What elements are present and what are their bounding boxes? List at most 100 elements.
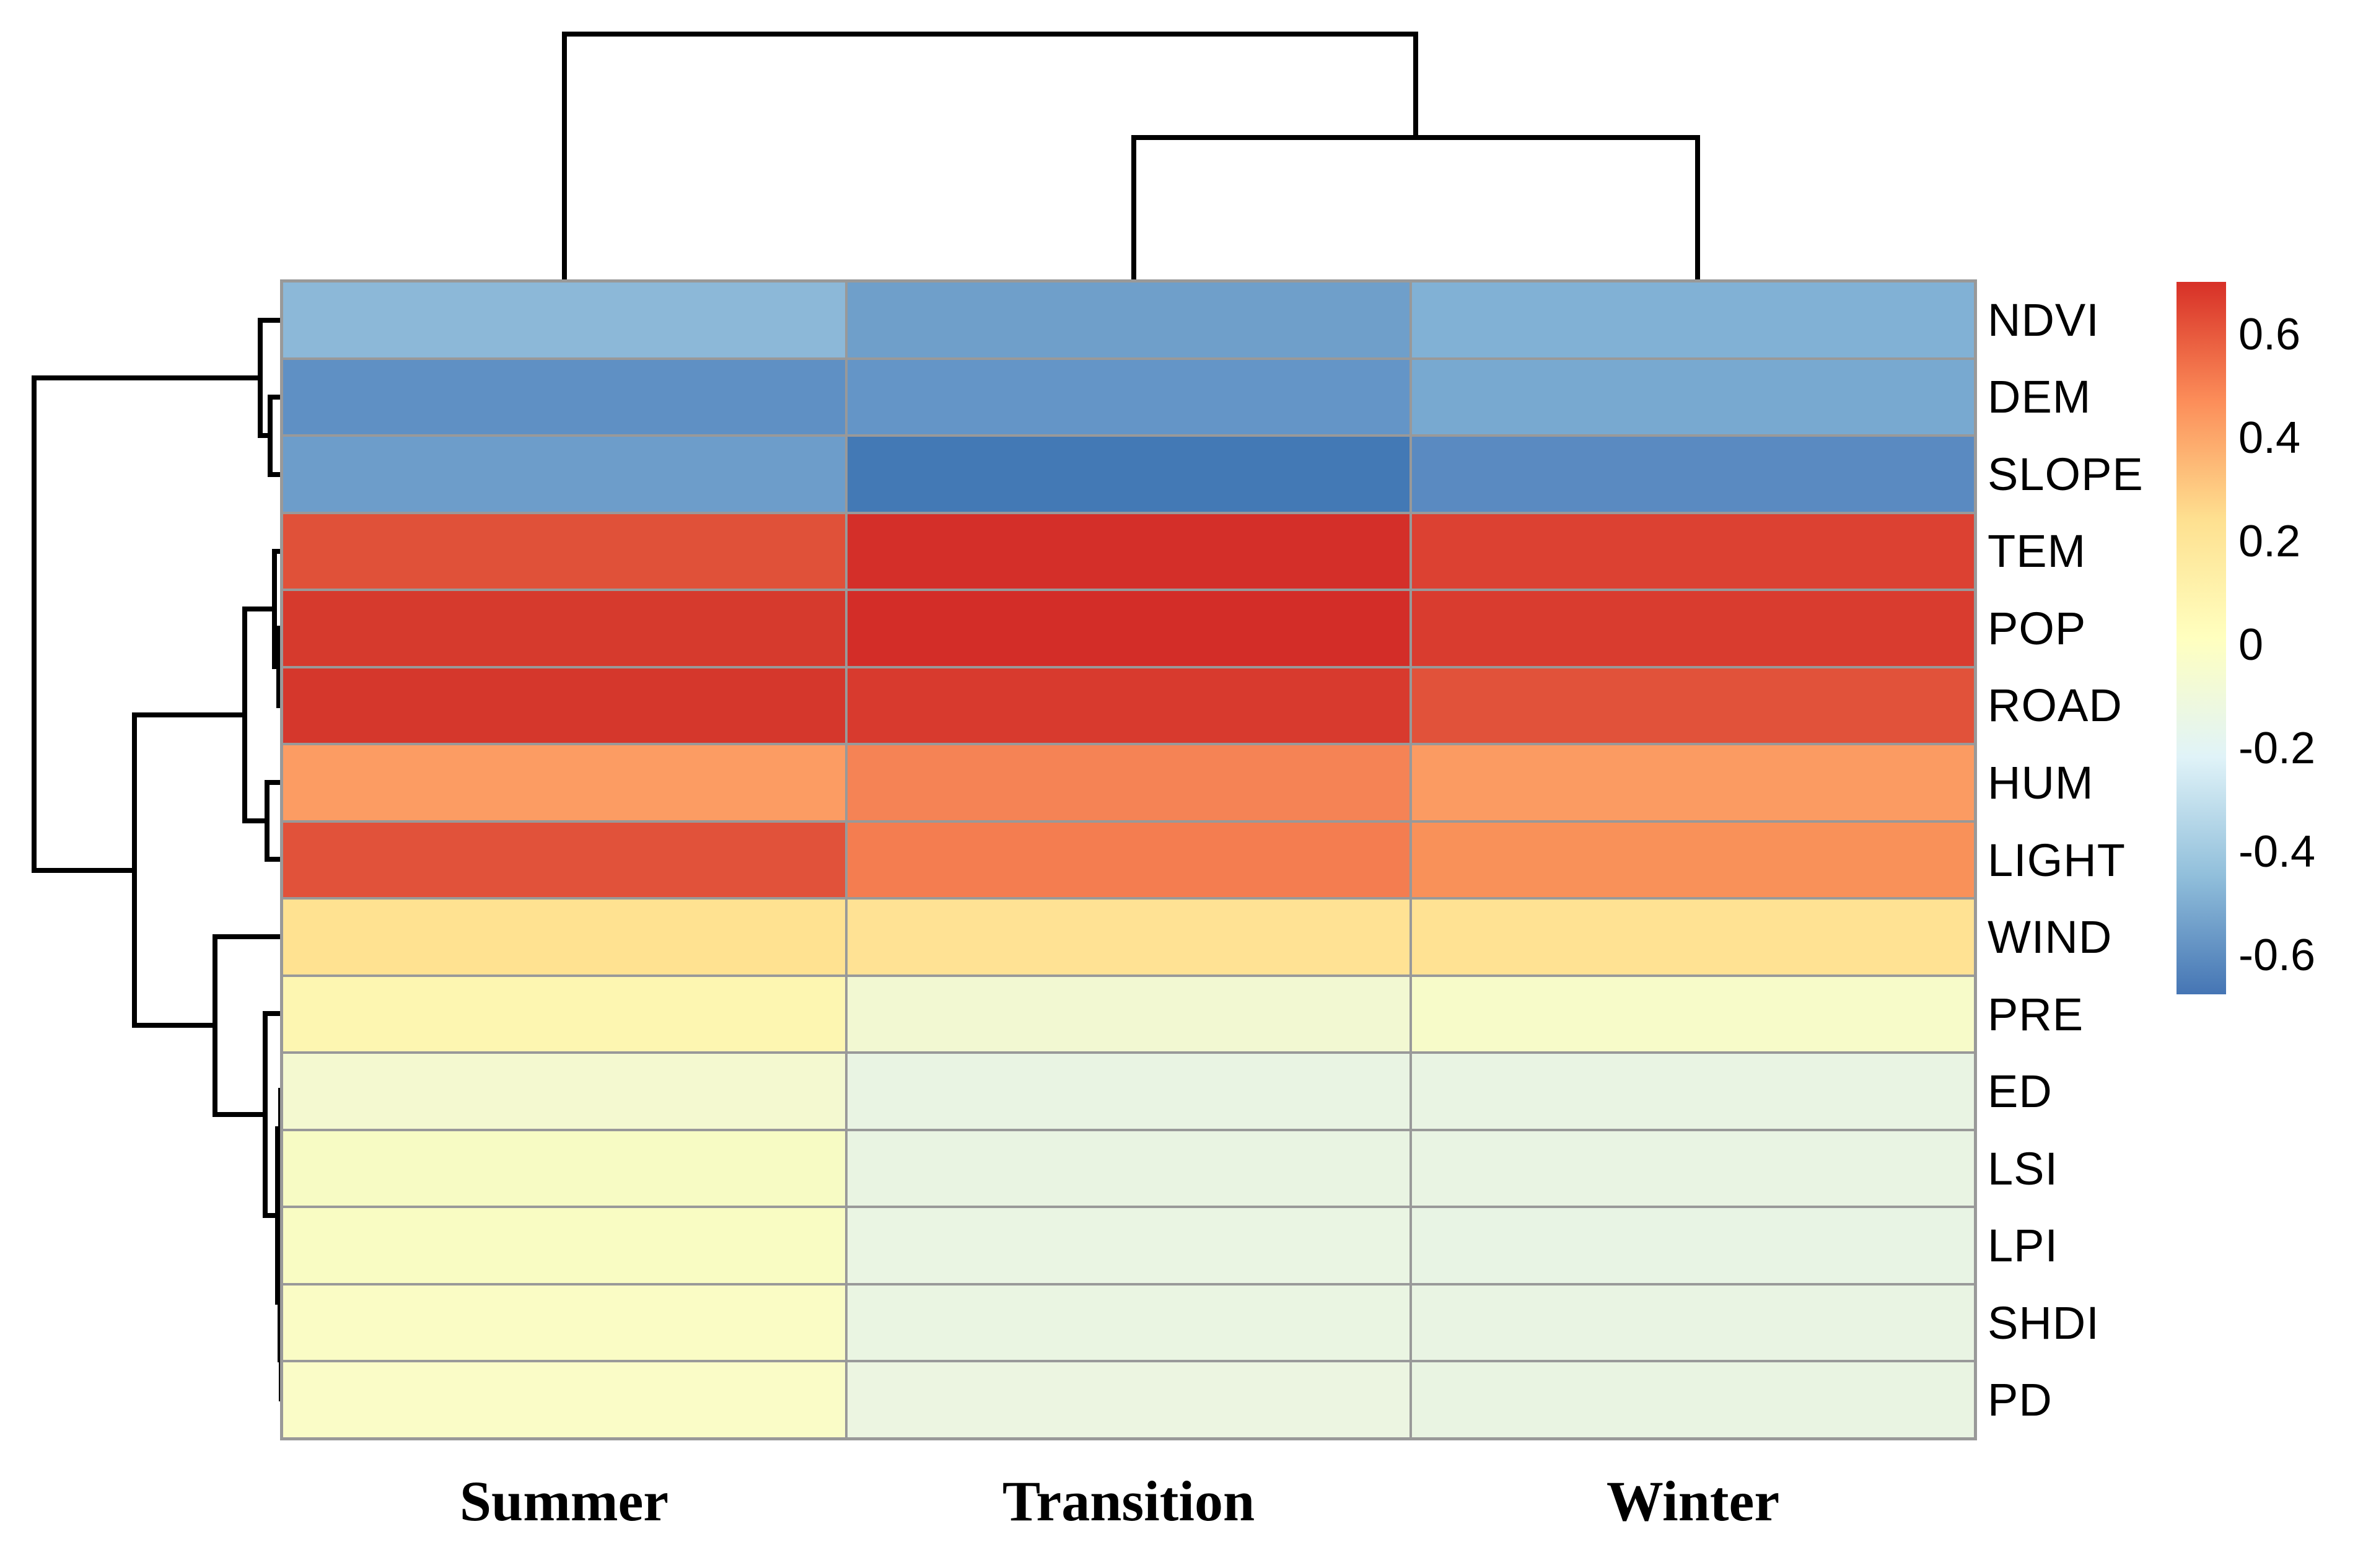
colorbar-tick-label: -0.6 (2238, 931, 2316, 980)
row-dendrogram-segment (213, 934, 217, 1117)
row-dendrogram-segment (132, 712, 137, 1028)
row-dendrogram-segment (258, 433, 273, 438)
heatmap-cell (848, 900, 1409, 975)
row-dendrogram-segment (268, 395, 273, 477)
heatmap-cell (848, 514, 1409, 589)
heatmap-cell (848, 1362, 1409, 1437)
row-dendrogram-segment (272, 549, 277, 669)
heatmap-cell (848, 745, 1409, 820)
row-dendrogram-segment (265, 857, 286, 862)
heatmap-cell (283, 591, 845, 666)
row-dendrogram-segment (258, 318, 286, 323)
row-dendrogram-segment (32, 868, 137, 873)
heatmap-cell (283, 514, 845, 589)
row-dendrogram-segment (242, 607, 247, 823)
row-dendrogram-segment (263, 1011, 286, 1016)
heatmap-cell (1412, 1131, 1974, 1206)
row-dendrogram-segment (132, 1023, 217, 1028)
column-dendrogram-segment (1695, 135, 1700, 283)
heatmap-cell (283, 668, 845, 743)
row-dendrogram-segment (268, 395, 286, 400)
heatmap-cell (848, 591, 1409, 666)
heatmap-cell (848, 976, 1409, 1052)
heatmap-cell (848, 359, 1409, 435)
colorbar-tick-label: 0 (2238, 620, 2264, 670)
column-dendrogram-segment (1413, 32, 1418, 140)
heatmap-cell (848, 668, 1409, 743)
heatmap-cell (283, 900, 845, 975)
row-label: PRE (1988, 988, 2084, 1040)
row-dendrogram-segment (263, 1213, 280, 1218)
heatmap-cell (283, 1285, 845, 1360)
heatmap-cell (1412, 283, 1974, 357)
colorbar-tick-label: 0.6 (2238, 310, 2301, 359)
heatmap-cell (283, 822, 845, 898)
colorbar-tick-label: -0.4 (2238, 827, 2316, 877)
row-dendrogram-segment (242, 818, 270, 823)
heatmap-cell (848, 1131, 1409, 1206)
heatmap-cell (848, 1208, 1409, 1283)
row-dendrogram-segment (272, 549, 286, 554)
column-dendrogram-segment (562, 32, 567, 283)
heatmap-cell (283, 1054, 845, 1129)
row-dendrogram-segment (242, 607, 277, 611)
row-label: PD (1988, 1374, 2053, 1426)
row-label: LIGHT (1988, 834, 2126, 886)
row-label: NDVI (1988, 294, 2100, 346)
heatmap-cell (1412, 822, 1974, 898)
column-label: Summer (459, 1469, 669, 1533)
heatmap-cell (1412, 591, 1974, 666)
row-dendrogram-segment (268, 472, 286, 477)
colorbar-tick-label: -0.2 (2238, 724, 2316, 773)
heatmap-cell (283, 745, 845, 820)
heatmap-cell (283, 976, 845, 1052)
column-dendrogram-segment (562, 32, 1418, 37)
row-label: WIND (1988, 911, 2113, 963)
heatmap-cell (848, 822, 1409, 898)
row-dendrogram-segment (265, 780, 286, 785)
row-label: POP (1988, 602, 2087, 654)
row-label: TEM (1988, 525, 2087, 577)
row-dendrogram-segment (132, 712, 247, 717)
heatmap-cell (1412, 745, 1974, 820)
heatmap-cell (283, 1362, 845, 1437)
row-label: HUM (1988, 756, 2094, 808)
row-dendrogram-segment (276, 626, 281, 708)
heatmap-cell (1412, 1285, 1974, 1360)
row-label: ROAD (1988, 680, 2123, 732)
colorbar-gradient (2177, 282, 2226, 994)
heatmap-cell (1412, 1362, 1974, 1437)
row-label: SLOPE (1988, 448, 2144, 500)
row-dendrogram-segment (263, 1011, 268, 1218)
heatmap-cell (1412, 437, 1974, 512)
row-dendrogram-segment (32, 375, 263, 380)
heatmap-cell (283, 359, 845, 435)
column-label: Transition (1002, 1469, 1255, 1533)
colorbar-tick-label: 0.4 (2238, 413, 2301, 463)
column-dendrogram-segment (1131, 135, 1700, 140)
row-dendrogram-segment (258, 318, 263, 438)
heatmap-cell (848, 283, 1409, 357)
row-label: ED (1988, 1066, 2053, 1118)
row-label: SHDI (1988, 1297, 2100, 1349)
row-label: LPI (1988, 1220, 2059, 1272)
heatmap-cell (848, 437, 1409, 512)
heatmap-cell (1412, 1208, 1974, 1283)
heatmap-cell (848, 1054, 1409, 1129)
heatmap-cell (283, 1131, 845, 1206)
heatmap-cell (1412, 359, 1974, 435)
heatmap-grid (280, 279, 1977, 1440)
row-label: LSI (1988, 1142, 2059, 1194)
heatmap-cell (848, 1285, 1409, 1360)
row-dendrogram-segment (265, 780, 270, 862)
heatmap-cell (283, 437, 845, 512)
row-dendrogram-segment (275, 1126, 280, 1305)
heatmap-cell (283, 283, 845, 357)
heatmap-cell (1412, 900, 1974, 975)
column-label: Winter (1606, 1469, 1780, 1533)
heatmap-cell (1412, 668, 1974, 743)
row-dendrogram-segment (213, 1112, 268, 1117)
row-dendrogram-segment (213, 934, 286, 939)
heatmap-cell (1412, 976, 1974, 1052)
